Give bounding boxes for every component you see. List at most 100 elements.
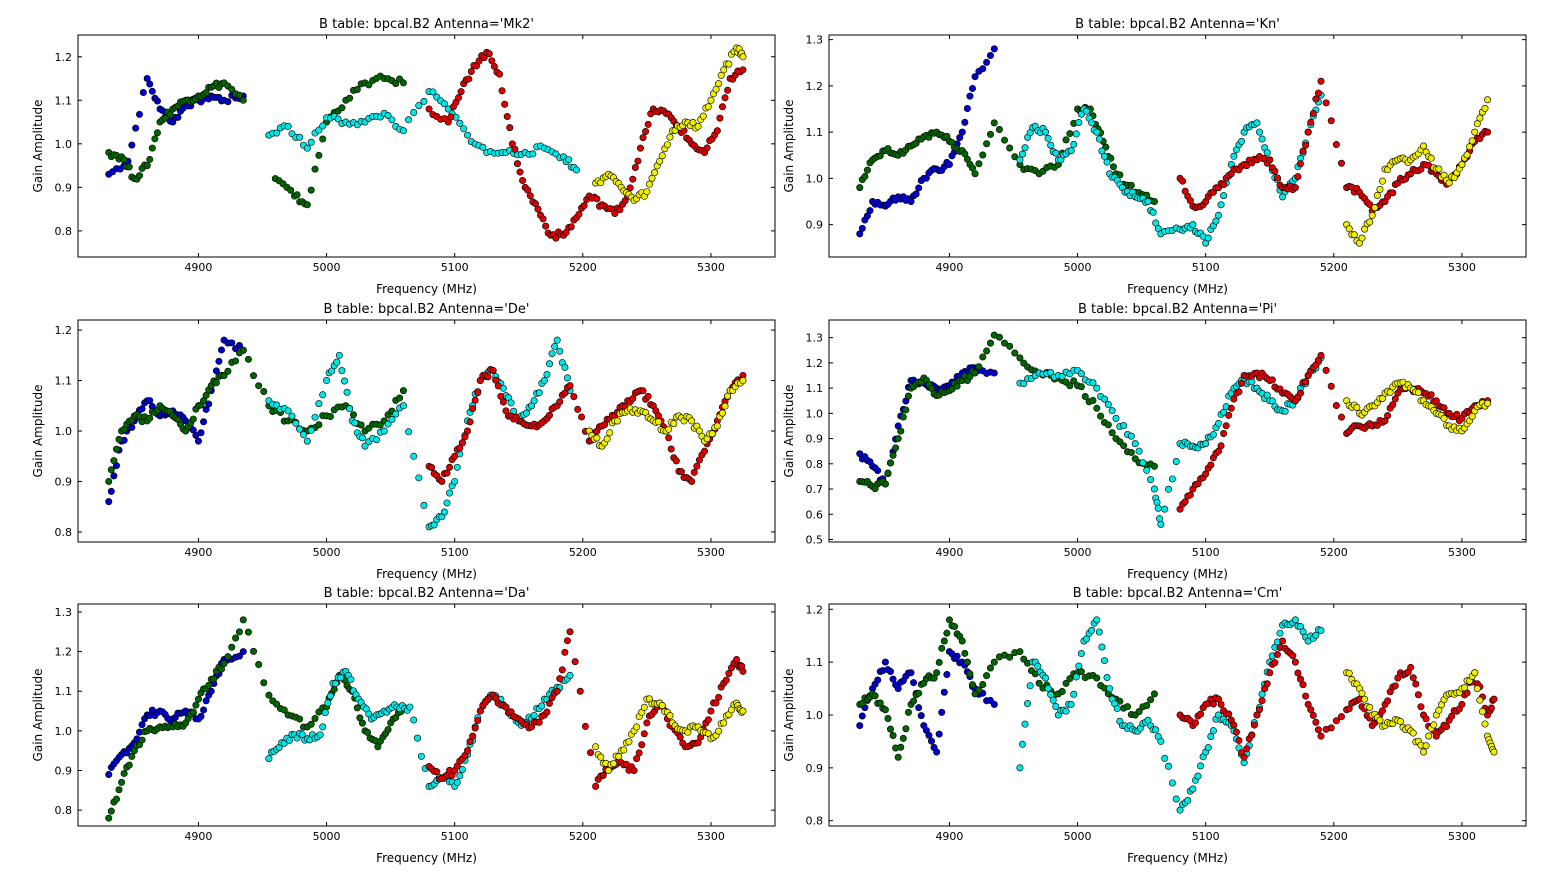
data-point	[990, 658, 998, 666]
data-point	[446, 463, 454, 471]
data-point	[545, 411, 553, 419]
data-point	[1294, 173, 1302, 181]
data-point	[316, 731, 324, 739]
data-point	[364, 728, 372, 736]
data-point	[1409, 674, 1417, 682]
x-axis-label: Frequency (MHz)	[376, 567, 477, 581]
data-point	[384, 420, 392, 428]
data-point	[1153, 498, 1161, 506]
data-point	[1207, 461, 1215, 469]
data-point	[1235, 388, 1243, 396]
data-point	[1016, 156, 1024, 164]
data-point	[457, 88, 465, 96]
data-point	[721, 402, 729, 410]
data-point	[1289, 652, 1297, 660]
data-point	[856, 184, 864, 192]
panel-2: B table: bpcal.B2 Antenna='Kn' 4900 5000 51…	[782, 17, 1527, 296]
series-2	[856, 103, 1158, 206]
data-point	[1207, 732, 1215, 740]
data-point	[858, 712, 866, 720]
data-point	[265, 755, 273, 763]
data-point	[451, 452, 459, 460]
data-point	[112, 795, 120, 803]
x-axis-label: Frequency (MHz)	[376, 851, 477, 865]
data-point	[654, 418, 662, 426]
data-point	[1150, 690, 1158, 698]
data-point	[513, 160, 521, 168]
data-point	[899, 734, 907, 742]
y-tick-label: 1.0	[55, 725, 73, 738]
data-point	[663, 141, 671, 149]
data-point	[986, 339, 994, 347]
data-point	[197, 712, 205, 720]
data-point	[1471, 669, 1479, 677]
data-point	[1473, 685, 1481, 693]
data-point	[592, 782, 600, 790]
data-point	[1165, 485, 1173, 493]
data-point	[1147, 476, 1155, 484]
data-point	[1161, 505, 1169, 513]
data-point	[889, 675, 897, 683]
data-point	[897, 427, 905, 435]
y-tick-label: 1.0	[806, 407, 824, 420]
data-point	[484, 373, 492, 381]
y-tick-label: 1.0	[806, 172, 824, 185]
data-point	[128, 752, 136, 760]
data-point	[1217, 700, 1225, 708]
x-tick-label: 5200	[1320, 261, 1348, 274]
data-point	[228, 339, 236, 347]
series-5	[585, 377, 747, 450]
data-point	[1409, 729, 1417, 737]
data-point	[971, 170, 979, 178]
data-point	[633, 755, 641, 763]
data-point	[1327, 117, 1335, 125]
data-point	[722, 676, 730, 684]
data-point	[694, 739, 702, 747]
data-point	[120, 156, 128, 164]
data-point	[1139, 459, 1147, 467]
data-point	[945, 161, 953, 169]
data-point	[1098, 643, 1106, 651]
data-point	[105, 498, 113, 506]
data-point	[406, 703, 414, 711]
data-point	[115, 786, 123, 794]
data-point	[1250, 721, 1258, 729]
data-point	[1463, 151, 1471, 159]
series-4	[1176, 637, 1498, 761]
x-tick-label: 5100	[1192, 830, 1220, 843]
data-point	[1120, 442, 1128, 450]
data-point	[469, 405, 477, 413]
series-5	[592, 695, 747, 774]
data-point	[644, 120, 652, 128]
data-point	[1297, 389, 1305, 397]
data-point	[224, 367, 232, 375]
data-point	[420, 501, 428, 509]
data-point	[712, 85, 720, 93]
data-point	[1168, 779, 1176, 787]
panel-4: B table: bpcal.B2 Antenna='Pi' 4900 5000 51…	[782, 302, 1527, 581]
data-point	[1120, 422, 1128, 430]
data-point	[561, 648, 569, 656]
data-point	[565, 156, 573, 164]
data-point	[1144, 198, 1152, 206]
data-point	[138, 736, 146, 744]
data-point	[1476, 696, 1484, 704]
data-point	[511, 145, 519, 153]
data-point	[1156, 515, 1164, 523]
data-point	[670, 420, 678, 428]
data-point	[638, 741, 646, 749]
data-point	[1235, 736, 1243, 744]
data-point	[1186, 491, 1194, 499]
data-point	[1191, 719, 1199, 727]
data-point	[447, 113, 455, 121]
data-point	[1271, 167, 1279, 175]
data-point	[708, 430, 716, 438]
data-point	[455, 94, 463, 102]
data-point	[1093, 404, 1101, 412]
x-tick-label: 5100	[441, 261, 469, 274]
data-point	[200, 418, 208, 426]
data-point	[453, 778, 461, 786]
data-point	[639, 134, 647, 142]
data-point	[1430, 721, 1438, 729]
data-point	[110, 457, 118, 465]
